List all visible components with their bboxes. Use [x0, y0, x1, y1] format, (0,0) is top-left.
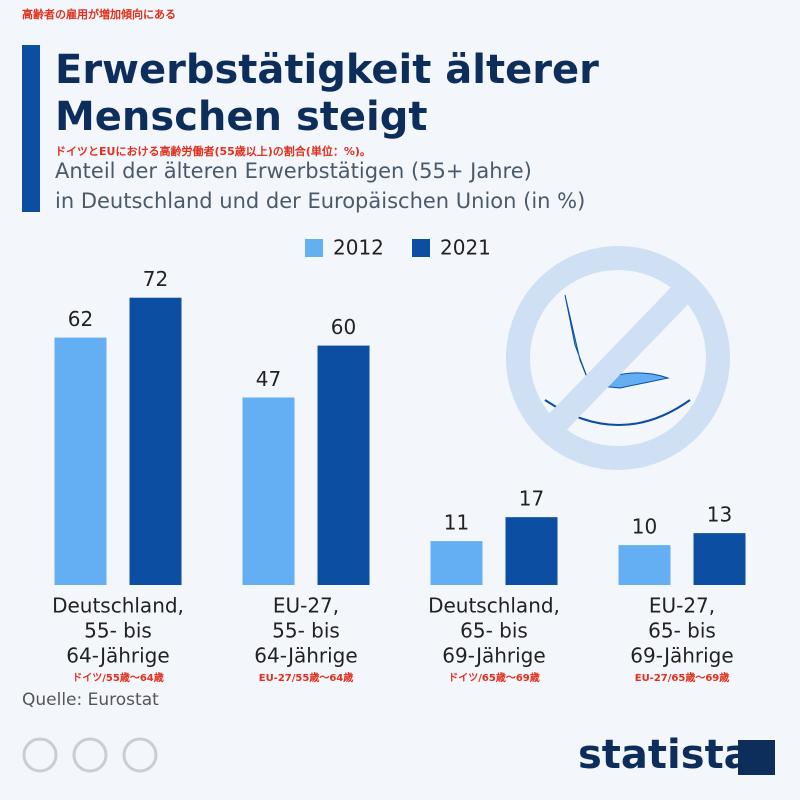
x-tick-label: Deutschland,: [52, 594, 184, 618]
legend-label: 2021: [440, 236, 491, 260]
x-tick-label: EU-27,: [273, 594, 339, 618]
source: Quelle: Eurostat: [22, 690, 159, 710]
title-accent: [22, 45, 40, 212]
category-note: EU-27/55歳〜64歳: [259, 671, 354, 684]
icon-slash: [539, 276, 699, 441]
cc-icon: [22, 737, 58, 773]
x-tick-label: 55- bis: [84, 619, 152, 643]
value-label: 11: [444, 511, 469, 535]
legend-label: 2012: [333, 236, 384, 260]
bar: [317, 345, 370, 585]
value-label: 72: [143, 267, 168, 291]
value-label: 60: [331, 315, 356, 339]
category-note: ドイツ/65歳〜69歳: [448, 671, 539, 684]
value-label: 13: [707, 503, 732, 527]
subtitle-note: ドイツとEUにおける高齢労働者(55歳以上)の割合(単位：%)。: [55, 144, 371, 158]
bar: [430, 541, 483, 585]
x-tick-label: 65- bis: [460, 619, 528, 643]
chart-title: Menschen steigt: [55, 94, 427, 140]
x-tick-label: 55- bis: [272, 619, 340, 643]
value-label: 62: [68, 307, 93, 331]
subtitle: in Deutschland und der Europäischen Unio…: [55, 189, 585, 213]
bar: [129, 297, 182, 585]
x-tick-label: 69-Jährige: [442, 644, 545, 668]
bar: [505, 517, 558, 585]
legend-swatch: [305, 239, 323, 257]
value-label: 47: [256, 367, 281, 391]
category-note: EU-27/65歳〜69歳: [635, 671, 730, 684]
value-label: 17: [519, 487, 544, 511]
cc-icons: [22, 737, 158, 773]
x-tick-label: 64-Jährige: [254, 644, 357, 668]
x-tick-label: 69-Jährige: [630, 644, 733, 668]
nd-icon: [122, 737, 158, 773]
x-tick-label: EU-27,: [649, 594, 715, 618]
top-note: 高齢者の雇用が増加傾向にある: [22, 7, 176, 21]
logo-mark: [738, 740, 775, 775]
x-tick-label: 65- bis: [648, 619, 716, 643]
no-rocking-chair-icon: [506, 246, 730, 470]
subtitle: Anteil der älteren Erwerbstätigen (55+ J…: [55, 159, 532, 183]
logo: statista: [578, 732, 751, 778]
x-tick-label: 64-Jährige: [66, 644, 169, 668]
bar: [54, 337, 107, 585]
x-tick-label: Deutschland,: [428, 594, 560, 618]
bar: [618, 545, 671, 585]
legend-swatch: [412, 239, 430, 257]
bar: [242, 397, 295, 585]
value-label: 10: [632, 515, 657, 539]
by-icon: [72, 737, 108, 773]
bar: [693, 533, 746, 585]
icon-circle: [506, 246, 730, 470]
category-note: ドイツ/55歳〜64歳: [72, 671, 163, 684]
chart-title: Erwerbstätigkeit älterer: [55, 47, 599, 93]
